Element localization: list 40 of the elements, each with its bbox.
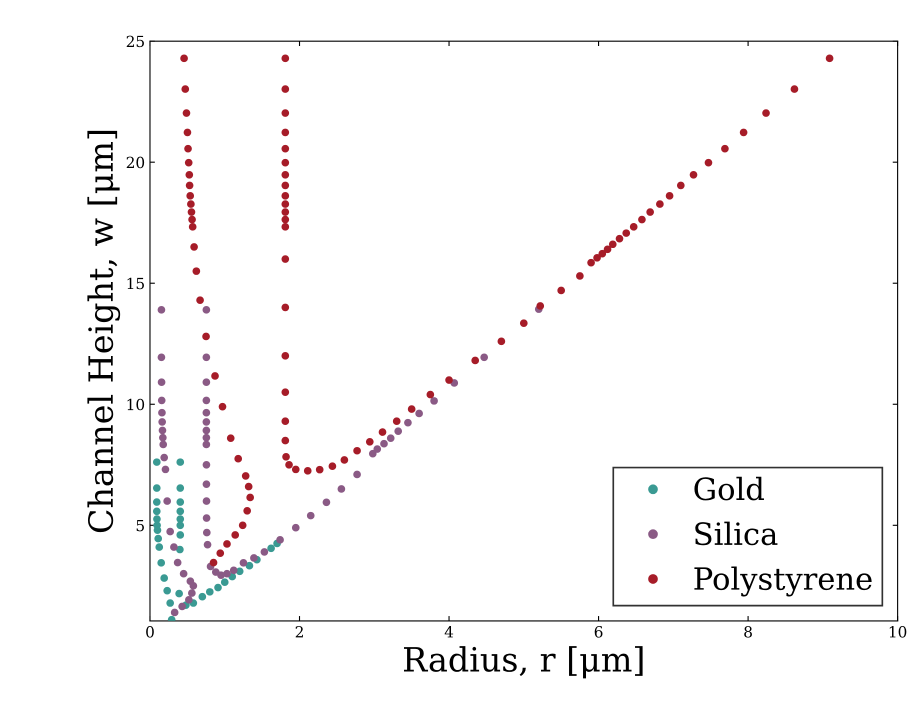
x-tick-label: 0	[146, 626, 154, 638]
point	[176, 522, 184, 530]
y-tick-label: 5	[136, 520, 144, 532]
point	[155, 543, 164, 551]
point	[154, 534, 162, 542]
legend-label: Polystyrene	[694, 566, 872, 596]
legend-label: Silica	[695, 522, 778, 546]
point	[152, 484, 161, 492]
point	[152, 498, 161, 506]
point	[198, 592, 206, 601]
point	[176, 507, 184, 516]
y-axis-title: Channel Height, w [μm]	[87, 130, 120, 532]
point	[157, 559, 166, 567]
y-tick-label: 15	[128, 278, 144, 290]
x-tick-label: 4	[444, 626, 454, 638]
point	[220, 578, 229, 586]
point	[246, 562, 254, 570]
point	[214, 584, 222, 592]
x-axis-title: Radius, r [μm]	[404, 646, 643, 678]
x-tick-label: 8	[744, 626, 752, 638]
y-tick-label: 20	[126, 156, 144, 168]
point	[176, 484, 184, 492]
x-tick-label: 6	[594, 626, 602, 638]
y-tick-label: 25	[126, 36, 144, 48]
point	[176, 498, 184, 506]
x-tick-label: 2	[296, 626, 303, 638]
point	[206, 588, 214, 596]
point	[176, 546, 184, 554]
x-tick-label: 10	[890, 626, 906, 638]
point	[163, 586, 171, 594]
point	[166, 599, 174, 607]
point	[176, 531, 184, 539]
point	[176, 458, 184, 466]
point	[152, 458, 161, 466]
point	[160, 574, 168, 582]
point	[267, 544, 275, 552]
point	[152, 507, 161, 516]
legend-label: Gold	[694, 476, 764, 500]
point	[175, 590, 183, 598]
y-tick-label: 10	[128, 398, 144, 410]
